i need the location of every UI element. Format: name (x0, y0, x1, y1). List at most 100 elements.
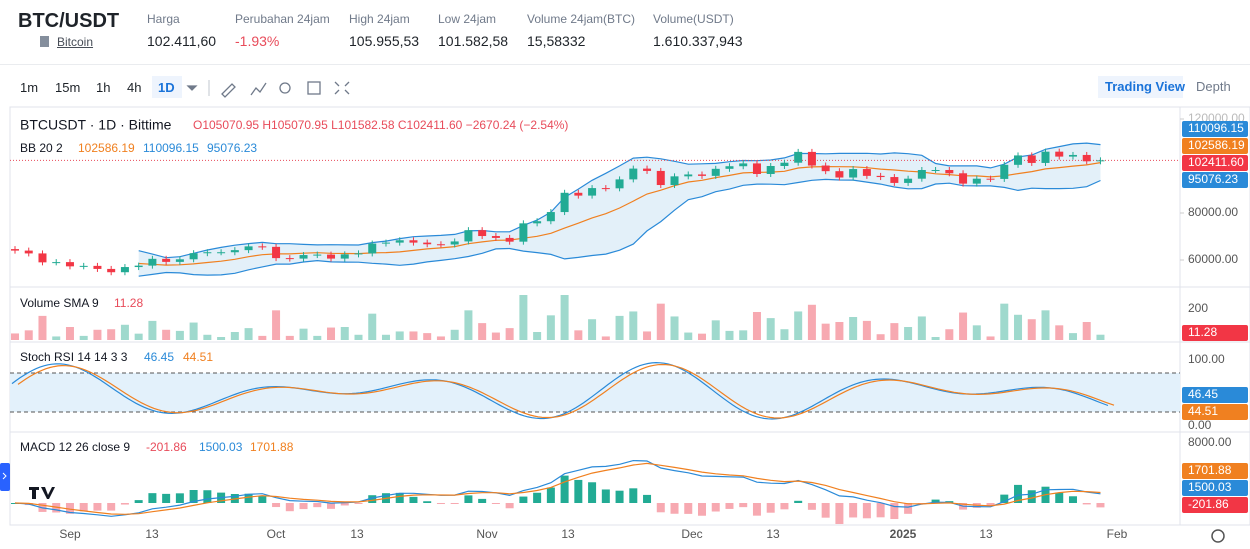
tv-logo (29, 487, 55, 499)
bb-value: 102586.19 (78, 141, 135, 155)
volume-bar (698, 333, 706, 340)
volume-bar (904, 327, 913, 340)
volume-bar (299, 328, 308, 340)
stoch-band (10, 373, 1180, 412)
macd-hist (560, 475, 569, 503)
volume-bar (1041, 310, 1050, 340)
bb-basis (138, 162, 1101, 266)
volume-bar (1082, 322, 1091, 340)
macd-hist (79, 503, 88, 512)
volume-bar (395, 331, 404, 340)
macd-hist (189, 490, 198, 503)
candle (217, 252, 226, 254)
volume-bar (945, 329, 954, 340)
macd-hist (285, 503, 294, 512)
macd-hist (986, 503, 995, 507)
volume-bar (601, 336, 610, 340)
volume-bar (203, 334, 212, 340)
volume-bar (258, 335, 267, 340)
volume-bar (890, 323, 899, 340)
volume-bar (807, 304, 816, 340)
view-tab[interactable]: Trading View (1105, 79, 1185, 94)
interval[interactable]: 4h (127, 80, 142, 95)
volume-bar (478, 323, 487, 340)
interval[interactable]: 1h (96, 80, 111, 95)
price-badge-text: 44.51 (1188, 404, 1218, 418)
volume-bar (368, 313, 377, 340)
price-badge (1182, 325, 1248, 341)
candle (313, 254, 322, 256)
volume-bar (849, 317, 858, 340)
candle (244, 246, 253, 251)
candle (340, 254, 349, 259)
candle (203, 252, 212, 254)
macd-hist (821, 503, 830, 518)
interval[interactable]: 1D (158, 80, 175, 95)
price-badge (1182, 404, 1248, 420)
macd-hist (1014, 484, 1023, 503)
price-badge-text: 1500.03 (1188, 480, 1232, 494)
stat-label: Volume(USDT) (653, 12, 734, 26)
candle (134, 265, 143, 268)
volume-bar (327, 327, 336, 340)
macd-hist (478, 498, 487, 503)
candle (904, 178, 913, 183)
macd-hist (327, 503, 336, 509)
macd-hist (65, 503, 74, 514)
toolbar-icons (186, 80, 350, 98)
price-badge-text: 46.45 (1188, 387, 1218, 401)
volume-bar (120, 324, 129, 340)
interval[interactable]: 1m (20, 80, 39, 95)
volume-bar (533, 332, 542, 340)
view-tab[interactable]: Depth (1196, 79, 1231, 94)
stat-value: 105.955,53 (349, 33, 420, 49)
coin-link[interactable]: Bitcoin (57, 35, 94, 49)
bb-lower (138, 178, 1101, 277)
price-badge-text: 102411.60 (1188, 155, 1244, 169)
volume-bar (230, 332, 239, 340)
price-badge-text: 95076.23 (1188, 172, 1238, 186)
candle (107, 268, 116, 273)
candle (931, 169, 940, 171)
candle (79, 265, 88, 267)
macd-hist (670, 503, 679, 514)
macd-hist (546, 487, 555, 503)
macd-hist (601, 489, 610, 503)
stat-label: High 24jam (349, 12, 410, 26)
tab-bg (1098, 76, 1183, 98)
macd-hist (711, 503, 720, 512)
volume-bar (107, 329, 116, 340)
candle (1041, 151, 1050, 163)
volume-bar (52, 336, 61, 340)
price-badge (1182, 387, 1248, 403)
macd-hist (313, 503, 322, 508)
settings-icon[interactable] (1211, 529, 1225, 543)
candle (258, 246, 267, 248)
volume-bar (24, 330, 33, 340)
candle (285, 258, 294, 260)
candle (162, 258, 171, 262)
macd-hist (1068, 496, 1077, 503)
stat-value: 15,58332 (527, 33, 586, 49)
macd-hist (574, 479, 583, 503)
candle (395, 240, 404, 243)
candle (601, 188, 610, 190)
candle (93, 265, 102, 269)
interval[interactable]: 15m (55, 80, 81, 95)
volume-bar (1014, 314, 1023, 340)
candle (725, 166, 734, 169)
macd-hist (148, 493, 157, 503)
macd-hist (698, 503, 706, 516)
macd-hist (409, 496, 418, 503)
candle (546, 212, 555, 222)
x-tick-label: 13 (561, 527, 575, 541)
volume-bar (931, 337, 940, 340)
macd-hist (491, 503, 500, 504)
x-tick-label: Feb (1107, 527, 1128, 541)
volume-bar (794, 311, 803, 340)
x-tick-label: Nov (476, 527, 497, 541)
volume-bar (574, 330, 583, 340)
candle (629, 168, 638, 180)
macd-hist (107, 503, 116, 511)
icon (40, 36, 49, 47)
